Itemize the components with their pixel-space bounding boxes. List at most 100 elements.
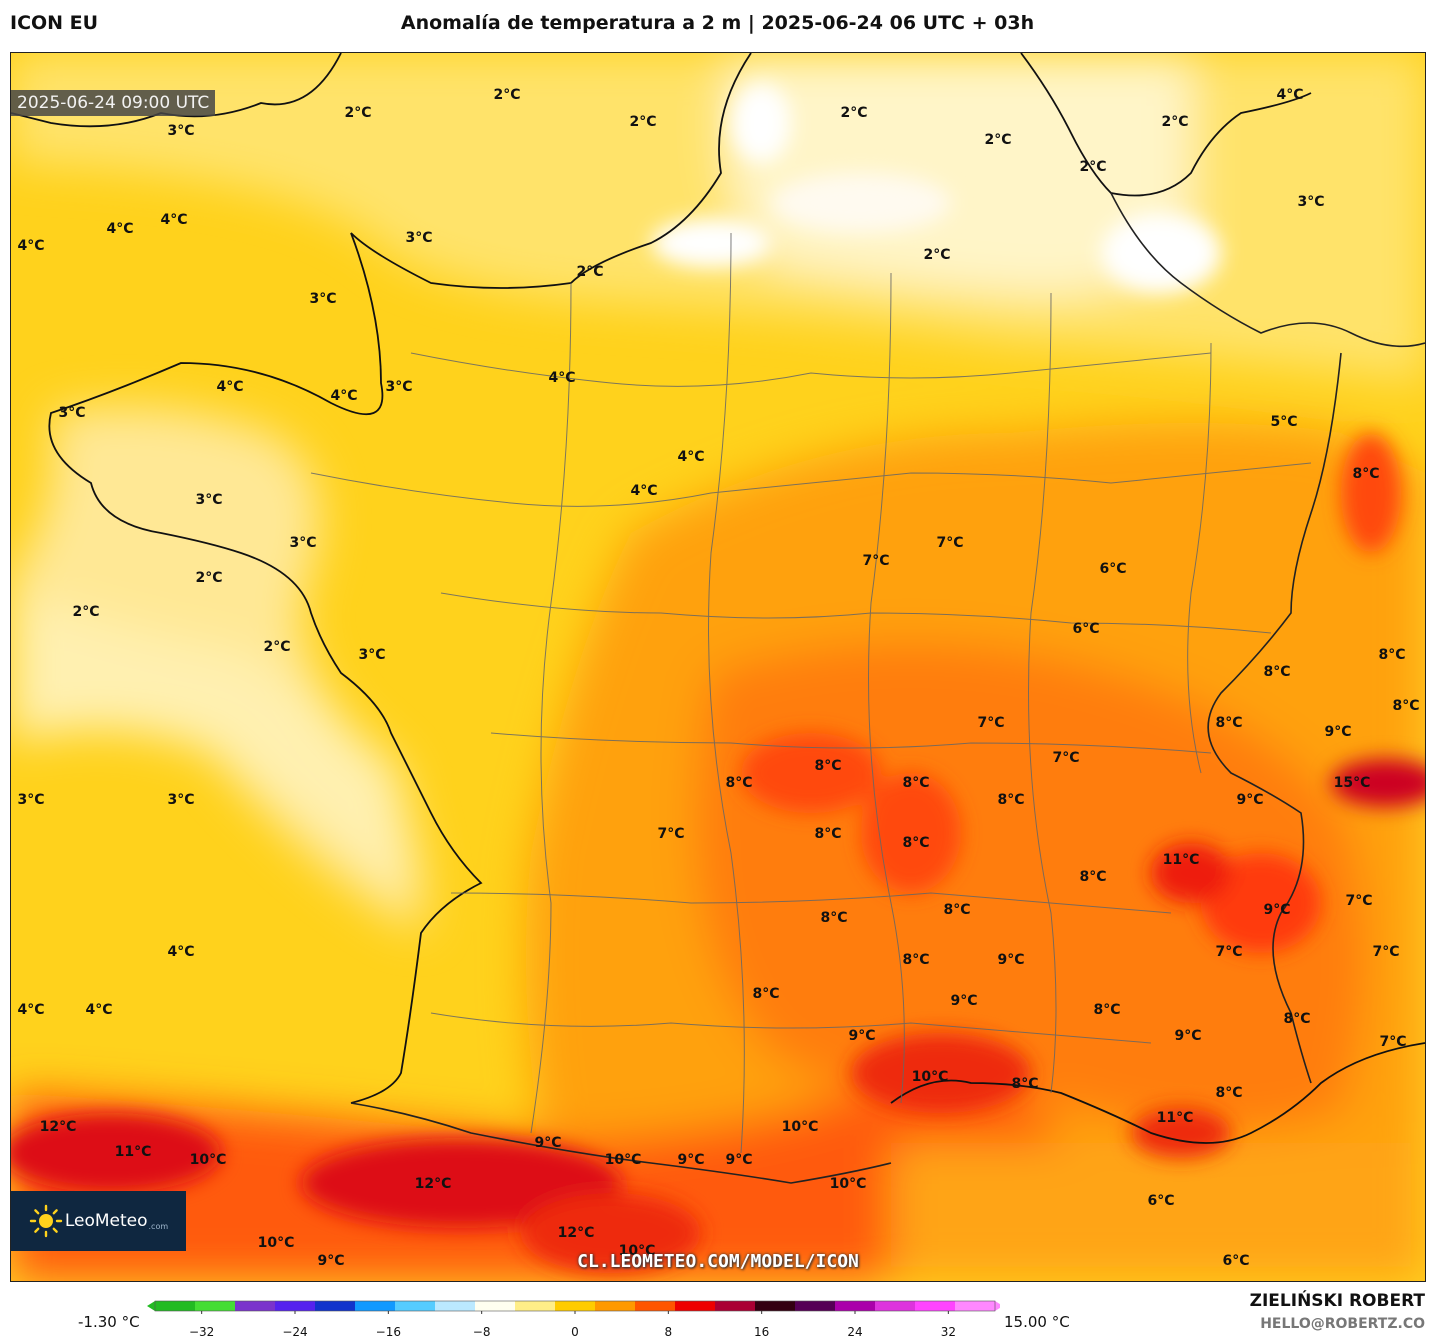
temp-anomaly-label: 10°C — [911, 1069, 949, 1085]
temp-anomaly-label: 9°C — [950, 993, 978, 1009]
temp-anomaly-label: 4°C — [167, 944, 195, 960]
temp-anomaly-label: 10°C — [781, 1119, 819, 1135]
temp-anomaly-label: 3°C — [195, 492, 223, 508]
logo-text: LeoMeteo — [64, 1211, 148, 1231]
colorbar-tick-label: −32 — [188, 1325, 215, 1339]
colorbar-segment — [675, 1301, 716, 1311]
temp-anomaly-label: 2°C — [1079, 159, 1107, 175]
temp-anomaly-label: 3°C — [405, 230, 433, 246]
temp-anomaly-label: 3°C — [58, 405, 86, 421]
author-email: HELLO@ROBERTZ.CO — [1260, 1316, 1425, 1332]
colorbar-segment — [955, 1301, 996, 1311]
temp-anomaly-label: 3°C — [385, 379, 413, 395]
colorbar-segment — [795, 1301, 836, 1311]
temp-anomaly-label: 4°C — [17, 1002, 45, 1018]
colorbar-tick-label: 32 — [940, 1325, 956, 1339]
colorbar-segment — [475, 1301, 516, 1311]
temp-anomaly-label: 7°C — [1215, 944, 1243, 960]
sun-icon — [29, 1204, 63, 1238]
colorbar-segment — [515, 1301, 556, 1311]
temp-anomaly-label: 8°C — [902, 952, 930, 968]
temp-anomaly-label: 4°C — [85, 1002, 113, 1018]
colorbar-segment — [635, 1301, 676, 1311]
temp-anomaly-label: 7°C — [862, 553, 890, 569]
colorbar-tick-label: 24 — [847, 1325, 863, 1339]
temp-anomaly-label: 8°C — [1011, 1076, 1039, 1092]
temp-anomaly-label: 2°C — [344, 105, 372, 121]
temp-anomaly-label: 4°C — [330, 388, 358, 404]
temp-anomaly-label: 9°C — [317, 1253, 345, 1269]
temp-anomaly-label: 3°C — [167, 123, 195, 139]
temp-anomaly-label: 11°C — [1156, 1110, 1194, 1126]
temp-anomaly-label: 8°C — [1263, 664, 1291, 680]
temp-anomaly-label: 9°C — [1236, 792, 1264, 808]
temp-anomaly-label: 6°C — [1072, 621, 1100, 637]
temp-anomaly-label: 7°C — [1345, 893, 1373, 909]
temp-anomaly-label: 10°C — [257, 1235, 295, 1251]
temp-anomaly-label: 3°C — [167, 792, 195, 808]
temp-anomaly-label: 8°C — [1378, 647, 1406, 663]
colorbar-segment — [875, 1301, 916, 1311]
leometeo-logo: LeoMeteo .com — [11, 1191, 186, 1251]
regional-borders — [310, 232, 1312, 1154]
author-name: ZIELIŃSKI ROBERT — [1249, 1291, 1425, 1311]
temp-anomaly-label: 8°C — [814, 826, 842, 842]
logo-suffix: .com — [148, 1222, 169, 1231]
colorbar-segment — [395, 1301, 436, 1311]
temp-anomaly-label: 4°C — [17, 238, 45, 254]
colorbar-segment — [835, 1301, 876, 1311]
temp-anomaly-label: 10°C — [604, 1152, 642, 1168]
anomaly-field — [11, 53, 1425, 1281]
model-url-watermark: CL.LEOMETEO.COM/MODEL/ICON — [577, 1251, 859, 1272]
colorbar-segment — [315, 1301, 356, 1311]
colorbar-tick-label: −8 — [472, 1325, 491, 1339]
temp-anomaly-label: 2°C — [72, 604, 100, 620]
colorbar-tick-label: 16 — [754, 1325, 770, 1339]
temp-anomaly-label: 8°C — [1352, 466, 1380, 482]
coastlines — [11, 53, 1425, 1144]
temp-anomaly-label: 8°C — [1283, 1011, 1311, 1027]
temp-anomaly-label: 3°C — [17, 792, 45, 808]
map-title: Anomalía de temperatura a 2 m | 2025-06-… — [400, 12, 1035, 34]
temp-anomaly-label: 3°C — [309, 291, 337, 307]
temp-anomaly-label: 8°C — [1392, 698, 1420, 714]
temp-anomaly-label: 2°C — [984, 132, 1012, 148]
temp-anomaly-label: 8°C — [902, 835, 930, 851]
temp-anomaly-label: 8°C — [1079, 869, 1107, 885]
colorbar-tick-label: −24 — [282, 1325, 308, 1339]
temp-anomaly-label: 12°C — [39, 1119, 77, 1135]
temp-anomaly-label: 9°C — [1324, 724, 1352, 740]
temp-anomaly-label: 2°C — [576, 264, 604, 280]
colorbar-segment — [595, 1301, 636, 1311]
temp-anomaly-label: 4°C — [106, 221, 134, 237]
temp-anomaly-label: 6°C — [1222, 1253, 1250, 1269]
colorbar-segment — [355, 1301, 396, 1311]
temp-anomaly-label: 8°C — [943, 902, 971, 918]
temp-anomaly-label: 7°C — [657, 826, 685, 842]
temp-anomaly-label: 11°C — [114, 1144, 152, 1160]
temp-anomaly-label: 8°C — [1093, 1002, 1121, 1018]
colorbar-segment — [915, 1301, 956, 1311]
temp-anomaly-label: 7°C — [1379, 1034, 1407, 1050]
colorbar-segment — [715, 1301, 756, 1311]
colorbar-min-label: -1.30 °C — [78, 1313, 140, 1331]
temp-anomaly-label: 4°C — [630, 483, 658, 499]
temp-anomaly-label: 4°C — [160, 212, 188, 228]
temp-anomaly-label: 8°C — [725, 775, 753, 791]
temp-anomaly-label: 2°C — [195, 570, 223, 586]
temp-anomaly-label: 7°C — [977, 715, 1005, 731]
temp-anomaly-label: 3°C — [358, 647, 386, 663]
temp-anomaly-label: 6°C — [1099, 561, 1127, 577]
temp-anomaly-label: 6°C — [1147, 1193, 1175, 1209]
temp-anomaly-label: 12°C — [557, 1225, 595, 1241]
temp-anomaly-label: 8°C — [820, 910, 848, 926]
colorbar-segment — [235, 1301, 276, 1311]
temp-anomaly-label: 9°C — [725, 1152, 753, 1168]
temp-anomaly-label: 4°C — [1276, 87, 1304, 103]
temp-anomaly-label: 8°C — [902, 775, 930, 791]
temp-anomaly-label: 4°C — [216, 379, 244, 395]
temp-anomaly-label: 10°C — [618, 1243, 656, 1259]
temp-anomaly-label: 7°C — [1052, 750, 1080, 766]
colorbar-segment — [435, 1301, 476, 1311]
colorbar-tick-label: 0 — [571, 1325, 579, 1339]
